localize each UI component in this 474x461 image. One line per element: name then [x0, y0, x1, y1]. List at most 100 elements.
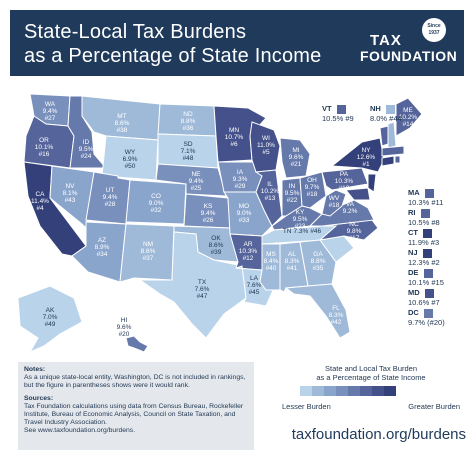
label-ne-rank: #25 — [191, 185, 202, 192]
sources-see: See www.taxfoundation.org/burdens. — [24, 427, 136, 435]
svg-text:OH9.7%#18: OH 9.7% #18 — [305, 177, 320, 198]
label-al-code: AL — [288, 251, 296, 258]
label-tx-code: TX — [198, 279, 207, 286]
label-ny-value: 12.6% — [357, 154, 376, 161]
label-mt-value: 8.6% — [115, 120, 130, 127]
callout-ma-value: 10.3% #11 — [408, 197, 444, 207]
svg-text:NV8.1%#43: NV 8.1% #43 — [63, 183, 78, 204]
callout-nj-value: 12.3% #2 — [408, 257, 440, 267]
sources-text: Tax Foundation calculations using data f… — [24, 402, 244, 427]
svg-text:AK7.0%#49: AK 7.0% #49 — [43, 307, 58, 328]
label-ks-value: 9.4% — [201, 210, 216, 217]
label-wa-code: WA — [45, 101, 56, 108]
label-me-value: 10.2% — [399, 114, 418, 121]
label-az-rank: #34 — [97, 251, 108, 258]
label-ut-code: UT — [106, 187, 115, 194]
label-ms-code: MS — [266, 251, 276, 258]
legend-low-label: Lesser Burden — [282, 402, 331, 411]
tax-foundation-logo: Since 1937 TAX FOUNDATION — [360, 18, 457, 70]
label-mi-value: 9.6% — [289, 154, 304, 161]
label-il-value: 10.2% — [261, 188, 280, 195]
callout-ri-value: 10.5% #8 — [408, 217, 440, 227]
svg-text:NM8.6%#37: NM 8.6% #37 — [141, 241, 156, 262]
label-wi-code: WI — [262, 135, 270, 142]
svg-text:IN9.5%#22: IN 9.5% #22 — [285, 183, 300, 204]
notes-heading: Notes: — [24, 366, 46, 373]
label-sd-rank: #48 — [183, 155, 194, 162]
state-me — [395, 97, 423, 137]
label-nd-code: ND — [183, 111, 193, 118]
label-tn-value: 7.3% — [293, 228, 308, 235]
svg-text:WV#18: WV #18 — [329, 195, 340, 209]
legend-swatch-2 — [312, 386, 324, 396]
callout-ri: RI 10.5% #8 — [408, 208, 468, 227]
label-hi-code: HI — [121, 317, 128, 324]
label-me-code: ME — [403, 107, 413, 114]
state-oh — [299, 171, 327, 209]
label-tn-rank: #46 — [310, 228, 321, 235]
callout-ri-code: RI — [408, 208, 416, 217]
label-co-value: 9.0% — [149, 200, 164, 207]
label-ny-rank: #1 — [362, 161, 370, 168]
svg-text:AL8.3%#41: AL 8.3% #41 — [285, 251, 300, 272]
svg-text:KY9.5%#23: KY 9.5% #23 — [293, 209, 308, 230]
label-hi-rank: #20 — [119, 331, 130, 338]
label-oh-code: OH — [307, 177, 317, 184]
label-nd-rank: #36 — [183, 125, 194, 132]
logo-seal-icon: Since 1937 — [422, 18, 446, 42]
label-mo-code: MO — [239, 203, 249, 210]
label-fl-rank: #42 — [331, 319, 342, 326]
label-ar-rank: #12 — [243, 255, 254, 262]
label-ut-rank: #28 — [105, 201, 116, 208]
svg-text:MS8.4%#40: MS 8.4% #40 — [264, 251, 279, 272]
svg-text:WA9.4%#27: WA 9.4% #27 — [43, 101, 58, 122]
callout-nj-code: NJ — [408, 248, 418, 257]
label-hi-value: 9.6% — [117, 324, 132, 331]
label-tn-code: TN — [283, 228, 292, 235]
label-nc-code: NC — [349, 221, 359, 228]
callout-de-code: DE — [408, 268, 419, 277]
label-wa-value: 9.4% — [43, 108, 58, 115]
state-md — [345, 187, 371, 201]
label-ok-code: OK — [211, 235, 221, 242]
label-pa-value: 10.3% — [335, 178, 354, 185]
legend-swatch-5 — [348, 386, 360, 396]
label-oh-rank: #18 — [307, 191, 318, 198]
state-il — [254, 169, 283, 227]
label-sd-code: SD — [183, 141, 192, 148]
state-pa — [321, 167, 369, 191]
state-hi — [125, 335, 149, 353]
label-wi-rank: #5 — [262, 149, 270, 156]
label-pa-code: PA — [340, 171, 349, 178]
svg-text:LA7.6%#45: LA 7.6% #45 — [247, 275, 262, 296]
label-az-code: AZ — [98, 237, 106, 244]
legend-swatch-7 — [372, 386, 384, 396]
label-mn-value: 10.7% — [225, 134, 244, 141]
label-ks-rank: #26 — [203, 217, 214, 224]
label-wv-code: WV — [329, 195, 340, 202]
callout-nj: NJ 12.3% #2 — [408, 248, 468, 267]
label-ut-value: 9.4% — [103, 194, 118, 201]
callout-vt-value: 10.5% #9 — [322, 113, 354, 123]
callout-dc-code: DC — [408, 308, 419, 317]
label-nc-value: 9.8% — [347, 228, 362, 235]
callout-ct-swatch — [423, 228, 433, 238]
state-nj — [367, 173, 377, 193]
label-ky-code: KY — [296, 209, 305, 216]
label-ga-rank: #35 — [313, 265, 324, 272]
label-wv-rank: #18 — [329, 202, 340, 209]
label-mo-value: 9.0% — [237, 210, 252, 217]
callout-dc-value: 9.7% (#20) — [408, 317, 445, 327]
label-ne-code: NE — [191, 171, 201, 178]
label-ia-rank: #29 — [235, 183, 246, 190]
callout-ct: CT 11.9% #3 — [408, 228, 468, 247]
label-id-rank: #24 — [81, 153, 92, 160]
label-wa-rank: #27 — [45, 115, 56, 122]
title-line-1: State-Local Tax Burdens — [24, 21, 247, 43]
